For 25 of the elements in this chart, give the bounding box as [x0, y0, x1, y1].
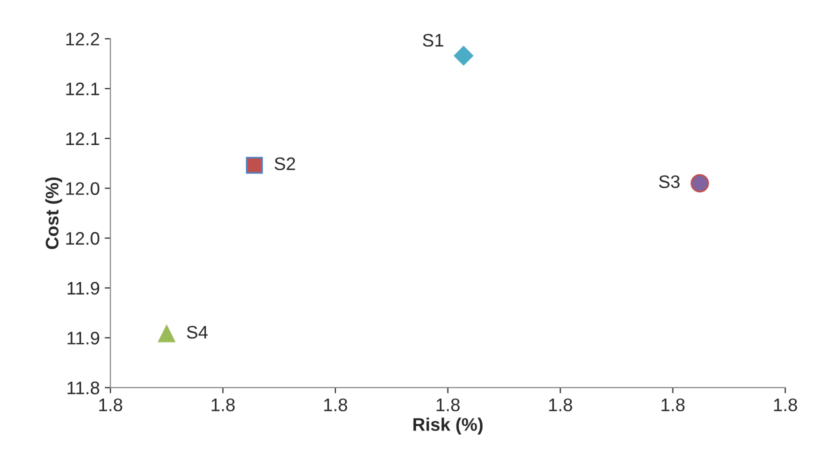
x-tick-label: 1.8	[774, 398, 798, 412]
x-axis-title: Risk (%)	[413, 418, 483, 434]
series-label: S1	[422, 34, 444, 47]
y-tick-label: 11.8	[68, 382, 100, 394]
x-tick-label: 1.8	[99, 398, 122, 412]
x-tick-label: 1.8	[662, 398, 685, 412]
point	[454, 46, 474, 66]
point	[690, 174, 709, 192]
y-axis-title: Cost (%)	[45, 177, 62, 250]
y-tick-label: 11.9	[68, 282, 100, 295]
series-label: S4	[186, 326, 208, 339]
x-tick-label: 1.8	[436, 398, 460, 412]
series-label: S3	[659, 175, 680, 188]
x-tick-label: 1.8	[549, 398, 572, 412]
y-tick-label: 12.0	[66, 182, 100, 195]
x-tick-label: 1.8	[324, 398, 348, 412]
point	[158, 325, 176, 342]
y-tick-label: 12.1	[66, 132, 100, 145]
y-tick-label: 12.0	[66, 232, 100, 245]
y-tick-label: 12.1	[66, 82, 100, 96]
series-label: S2	[274, 157, 296, 170]
x-tick-label: 1.8	[212, 398, 235, 412]
point	[246, 156, 263, 174]
y-tick-label: 12.2	[66, 32, 100, 46]
y-tick-label: 11.9	[68, 332, 100, 344]
